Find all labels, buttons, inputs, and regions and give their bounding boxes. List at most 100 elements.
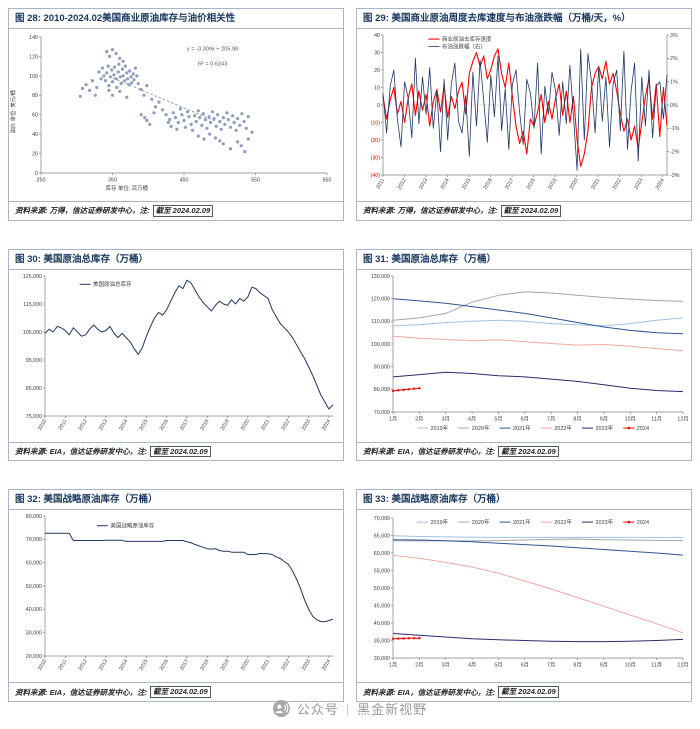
svg-text:130,000: 130,000 [371, 273, 390, 279]
svg-text:115,000: 115,000 [23, 301, 42, 307]
svg-text:2020年: 2020年 [472, 518, 490, 526]
svg-text:库存 单位: 百万桶: 库存 单位: 百万桶 [106, 184, 148, 192]
svg-text:650: 650 [323, 177, 332, 183]
svg-text:2月: 2月 [415, 415, 423, 422]
chart-grid: 图 28: 2010-2024.02美国商业原油库存与油价相关性 0 20 40 60… [8, 8, 692, 702]
svg-text:85,000: 85,000 [26, 385, 42, 391]
svg-text:20,000: 20,000 [26, 654, 42, 660]
svg-text:2月: 2月 [415, 662, 423, 669]
source-text: 资料来源: EIA，信达证券研发中心，注: [363, 687, 496, 697]
svg-text:2020: 2020 [240, 659, 251, 672]
svg-text:2017: 2017 [504, 177, 515, 190]
panel-fig31: 图 31: 美国原油总库存（万桶） 70,000 80,000 90,000 100,… [356, 248, 692, 462]
svg-text:2014: 2014 [118, 418, 129, 431]
svg-text:70,000: 70,000 [374, 409, 390, 415]
svg-text:7月: 7月 [547, 415, 555, 422]
watermark-label: 公众号 [296, 702, 339, 717]
svg-text:2011: 2011 [58, 659, 69, 672]
panel-title-fig28: 图 28: 2010-2024.02美国商业原油库存与油价相关性 [9, 9, 343, 29]
svg-text:2012: 2012 [397, 177, 408, 190]
svg-text:45,000: 45,000 [374, 604, 390, 610]
svg-text:550: 550 [251, 177, 260, 183]
wechat-account-icon [272, 700, 290, 717]
svg-text:75,000: 75,000 [26, 413, 42, 419]
line-chart-destocking-vs-brent: 40 30 20 10 0 (10) (20) (30) (40) 3% 2% 1% 0% -1% -2% -… [371, 33, 680, 191]
svg-text:10: 10 [374, 85, 380, 91]
panel-title-fig30: 图 30: 美国原油总库存（万桶） [9, 250, 343, 270]
svg-text:6月: 6月 [521, 662, 529, 669]
svg-text:2012: 2012 [78, 659, 89, 672]
panel-source-fig32: 资料来源: EIA，信达证券研发中心，注: 截至 2024.02.09 [9, 682, 343, 701]
svg-text:90,000: 90,000 [374, 364, 390, 370]
svg-text:8月: 8月 [573, 415, 581, 422]
svg-text:0: 0 [35, 171, 38, 177]
panel-source-fig30: 资料来源: EIA，信达证券研发中心，注: 截至 2024.02.09 [9, 441, 343, 461]
svg-text:11月: 11月 [651, 415, 662, 422]
svg-text:2011: 2011 [375, 177, 386, 190]
chart-area-fig33: 30,000 35,000 40,000 45,000 50,000 55,000 60,0… [357, 510, 691, 683]
svg-text:2015: 2015 [139, 418, 150, 431]
svg-text:2019: 2019 [220, 418, 231, 431]
chart-area-fig29: 40 30 20 10 0 (10) (20) (30) (40) 3% 2% 1% 0% -1% -2% -… [357, 28, 691, 201]
chart-area-fig28: 0 20 40 60 80 100 120 140 250 350 450 550 650 y = -0.… [9, 28, 343, 201]
svg-text:120,000: 120,000 [371, 296, 390, 302]
svg-text:2%: 2% [670, 56, 678, 62]
panel-title-fig29: 图 29: 美国商业原油周度去库速度与布油涨跌幅（万桶/天，%） [357, 9, 691, 29]
svg-text:30: 30 [374, 50, 380, 56]
svg-text:2015: 2015 [461, 177, 472, 190]
svg-text:2012: 2012 [78, 418, 89, 431]
svg-text:6月: 6月 [521, 415, 529, 422]
svg-text:1%: 1% [670, 79, 678, 85]
svg-text:2020年: 2020年 [472, 424, 490, 432]
svg-text:美国原油总库存: 美国原油总库存 [93, 280, 132, 288]
svg-text:2022: 2022 [281, 418, 292, 431]
panel-fig33: 图 33: 美国战略原油库存（万桶） 30,000 35,000 40,000 45,… [356, 489, 692, 702]
scatter-chart-inventory-vs-price: 0 20 40 60 80 100 120 140 250 350 450 550 650 y = -0.… [9, 35, 332, 192]
svg-text:2024: 2024 [637, 426, 649, 432]
source-text: 资料来源: 万得，信达证券研发中心，注: [15, 206, 150, 216]
svg-text:2019年: 2019年 [430, 424, 448, 432]
svg-text:(30): (30) [371, 155, 381, 161]
svg-text:2023: 2023 [301, 659, 312, 672]
svg-text:2021年: 2021年 [513, 424, 531, 432]
panel-title-fig33: 图 33: 美国战略原油库存（万桶） [357, 490, 691, 511]
svg-text:2019年: 2019年 [430, 518, 448, 526]
svg-text:(40): (40) [371, 173, 381, 179]
svg-text:30,000: 30,000 [374, 656, 390, 662]
chart-area-fig31: 70,000 80,000 90,000 100,000 110,000 120,000 1… [357, 269, 691, 442]
svg-text:50,000: 50,000 [26, 584, 42, 590]
svg-text:12月: 12月 [677, 662, 688, 669]
svg-text:40: 40 [32, 132, 38, 138]
svg-text:35,000: 35,000 [374, 639, 390, 645]
svg-text:125,000: 125,000 [23, 273, 42, 279]
svg-text:450: 450 [180, 177, 189, 183]
svg-text:1月: 1月 [389, 662, 397, 669]
svg-text:-2%: -2% [670, 149, 680, 155]
svg-text:20: 20 [32, 151, 38, 157]
svg-text:0%: 0% [670, 103, 678, 109]
source-date: 截至 2024.02.09 [500, 204, 562, 217]
svg-text:2010: 2010 [37, 418, 48, 431]
svg-text:2021: 2021 [590, 177, 601, 190]
svg-text:-1%: -1% [670, 126, 680, 132]
panel-source-fig28: 资料来源: 万得，信达证券研发中心，注: 截至 2024.02.09 [9, 200, 343, 220]
svg-text:2021: 2021 [260, 418, 271, 431]
svg-text:(10): (10) [371, 120, 381, 126]
svg-text:10月: 10月 [625, 662, 636, 669]
svg-text:30,000: 30,000 [26, 631, 42, 637]
source-date: 截至 2024.02.09 [152, 204, 214, 217]
svg-text:2021: 2021 [260, 659, 271, 672]
svg-text:2015: 2015 [139, 659, 150, 672]
svg-text:9月: 9月 [600, 662, 608, 669]
svg-text:2018: 2018 [526, 177, 537, 190]
svg-text:2022: 2022 [612, 177, 623, 190]
svg-text:-3%: -3% [670, 173, 680, 179]
svg-text:R² = 0.6243: R² = 0.6243 [198, 61, 227, 67]
watermark-divider: | [345, 701, 351, 716]
svg-text:10月: 10月 [625, 415, 636, 422]
svg-text:40: 40 [374, 33, 380, 39]
svg-text:100,000: 100,000 [371, 341, 390, 347]
svg-text:布油涨跌幅（右）: 布油涨跌幅（右） [442, 42, 486, 50]
svg-text:2014: 2014 [440, 177, 451, 190]
